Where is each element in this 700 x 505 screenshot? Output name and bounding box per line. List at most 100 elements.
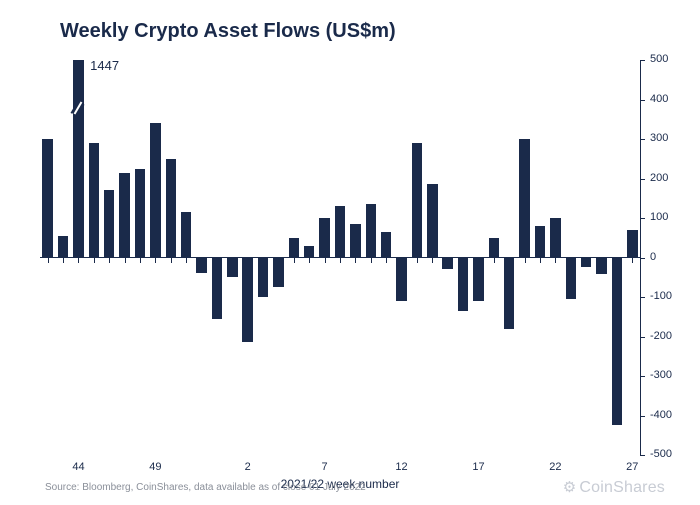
bar — [381, 232, 391, 258]
y-tick-label: -400 — [650, 409, 686, 421]
x-minor-tick — [417, 258, 418, 263]
bar — [104, 190, 114, 257]
x-minor-tick — [571, 258, 572, 263]
x-minor-tick — [478, 258, 479, 263]
source-text: Source: Bloomberg, CoinShares, data avai… — [45, 482, 366, 493]
y-tick-label: -200 — [650, 330, 686, 342]
y-tick — [640, 416, 645, 417]
bar — [427, 184, 437, 257]
bar — [627, 230, 637, 258]
plot-area: -500-400-300-200-10001002003004005004449… — [40, 60, 640, 455]
x-minor-tick — [432, 258, 433, 263]
bar — [458, 258, 468, 311]
x-minor-tick — [525, 258, 526, 263]
x-minor-tick — [602, 258, 603, 263]
x-tick-label: 27 — [626, 461, 638, 473]
y-tick — [640, 455, 645, 456]
y-tick — [640, 100, 645, 101]
x-minor-tick — [540, 258, 541, 263]
y-tick-label: 200 — [650, 172, 686, 184]
x-tick-label: 44 — [72, 461, 84, 473]
x-tick-label: 22 — [549, 461, 561, 473]
bar — [396, 258, 406, 301]
x-minor-tick — [586, 258, 587, 263]
y-tick-label: 300 — [650, 132, 686, 144]
x-tick-label: 17 — [472, 461, 484, 473]
bar — [58, 236, 68, 258]
x-minor-tick — [632, 258, 633, 263]
x-minor-tick — [402, 258, 403, 263]
bar — [73, 60, 83, 258]
x-minor-tick — [355, 258, 356, 263]
x-minor-tick — [48, 258, 49, 263]
y-tick — [640, 297, 645, 298]
y-tick — [640, 60, 645, 61]
x-minor-tick — [140, 258, 141, 263]
chart-title: Weekly Crypto Asset Flows (US$m) — [60, 20, 396, 43]
x-minor-tick — [109, 258, 110, 263]
bar — [504, 258, 514, 329]
x-minor-tick — [171, 258, 172, 263]
x-minor-tick — [463, 258, 464, 263]
bar — [289, 238, 299, 258]
y-tick — [640, 258, 645, 259]
x-minor-tick — [263, 258, 264, 263]
bar — [319, 218, 329, 258]
bar — [612, 258, 622, 426]
bar — [412, 143, 422, 258]
x-tick-label: 2 — [245, 461, 251, 473]
x-minor-tick — [555, 258, 556, 263]
x-minor-tick — [494, 258, 495, 263]
x-tick-label: 7 — [322, 461, 328, 473]
bar — [304, 246, 314, 258]
bar-annotation: 1447 — [90, 58, 119, 73]
bar — [150, 123, 160, 257]
x-minor-tick — [509, 258, 510, 263]
x-tick-label: 12 — [395, 461, 407, 473]
bar — [335, 206, 345, 257]
y-tick-label: 500 — [650, 53, 686, 65]
x-minor-tick — [232, 258, 233, 263]
x-minor-tick — [94, 258, 95, 263]
x-minor-tick — [125, 258, 126, 263]
x-minor-tick — [617, 258, 618, 263]
bar — [366, 204, 376, 257]
x-minor-tick — [294, 258, 295, 263]
x-minor-tick — [248, 258, 249, 263]
x-minor-tick — [78, 258, 79, 263]
bar — [89, 143, 99, 258]
gear-icon: ⚙ — [563, 478, 577, 496]
y-tick — [640, 337, 645, 338]
y-tick — [640, 376, 645, 377]
bar — [212, 258, 222, 319]
x-minor-tick — [155, 258, 156, 263]
bar — [519, 139, 529, 258]
x-minor-tick — [340, 258, 341, 263]
bar — [181, 212, 191, 257]
bar — [166, 159, 176, 258]
y-tick-label: 400 — [650, 93, 686, 105]
chart-container: Weekly Crypto Asset Flows (US$m) -500-40… — [0, 0, 700, 505]
x-minor-tick — [448, 258, 449, 263]
y-tick-label: -300 — [650, 369, 686, 381]
x-minor-tick — [386, 258, 387, 263]
x-minor-tick — [309, 258, 310, 263]
bar — [566, 258, 576, 299]
bar — [550, 218, 560, 258]
y-tick-label: 0 — [650, 251, 686, 263]
y-tick — [640, 218, 645, 219]
x-minor-tick — [217, 258, 218, 263]
bar — [242, 258, 252, 343]
x-minor-tick — [278, 258, 279, 263]
bar — [489, 238, 499, 258]
coinshares-logo: ⚙CoinShares — [563, 479, 665, 497]
x-minor-tick — [202, 258, 203, 263]
bar — [535, 226, 545, 258]
bar — [258, 258, 268, 298]
x-minor-tick — [325, 258, 326, 263]
bar — [135, 169, 145, 258]
bar — [473, 258, 483, 301]
logo-text: CoinShares — [579, 479, 665, 497]
bar — [42, 139, 52, 258]
y-tick-label: -500 — [650, 448, 686, 460]
